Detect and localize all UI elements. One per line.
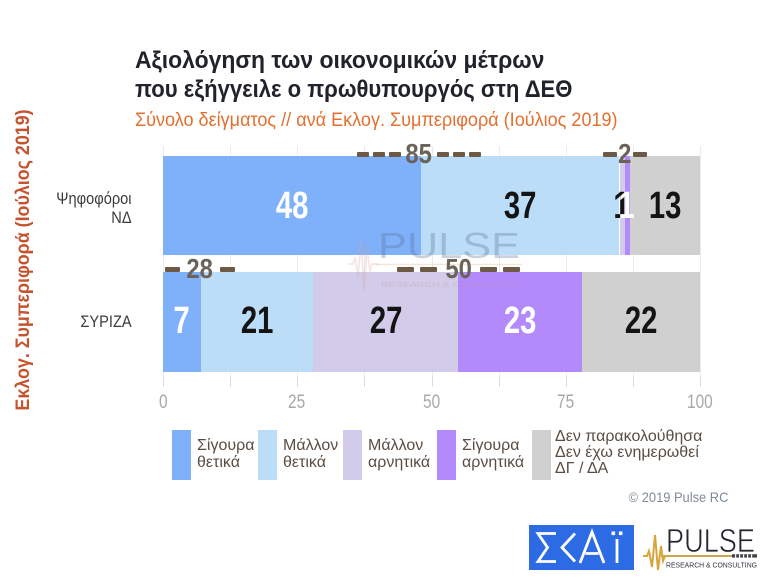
svg-text:PULSE: PULSE [666, 522, 755, 559]
svg-text:RESEARCH & CONSULTING: RESEARCH & CONSULTING [666, 561, 757, 570]
svg-text:PULSE: PULSE [378, 225, 520, 266]
svg-text:RESEARCH & CONSULTING: RESEARCH & CONSULTING [381, 280, 521, 289]
